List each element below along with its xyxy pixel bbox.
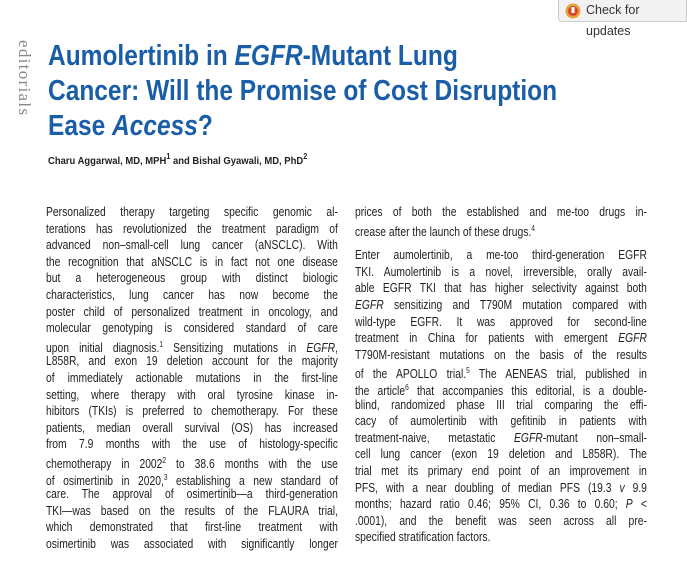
text-run: 2 [303, 152, 308, 161]
text-line: months; hazard ratio 0.46; 95% CI, 0.36 … [355, 496, 647, 513]
text-line: blind, randomized phase III trial compar… [355, 397, 647, 412]
text-run: EGFR [234, 40, 303, 72]
section-label: editorials [15, 40, 34, 117]
text-run: 4 [531, 223, 535, 233]
left-column: Personalized therapy targeting specific … [46, 204, 338, 562]
text-line: able EGFR TKI that has higher selectivit… [355, 281, 647, 296]
text-run: that accompanies this editorial, is a do… [408, 383, 647, 398]
text-line: PFS, with a near doubling of median PFS … [355, 480, 647, 497]
text-line: characteristics, lung cancer has now bec… [46, 287, 338, 302]
text-run: Aumolertinib in [48, 40, 235, 72]
text-line: EGFR sensitizing and T790M mutation comp… [355, 297, 647, 314]
text-line: prices of both the established and me-to… [355, 205, 647, 219]
text-line: TKI—was based on the results of the FLAU… [46, 503, 338, 518]
text-run: 9.9 [624, 480, 647, 495]
text-run: and Bishal Gyawali, MD, PhD [170, 155, 304, 167]
text-run: of the APOLLO trial. [355, 367, 467, 382]
text-line: of osimertinib in 2020,3 establishing a … [46, 470, 338, 488]
text-run: PFS, with a near doubling of median PFS … [355, 480, 620, 495]
check-updates-button[interactable]: Check for updates [558, 0, 687, 38]
text-run: -Mutant Lung [302, 40, 458, 72]
text-run: Access [112, 110, 198, 142]
text-line: crease after the launch of these drugs.4 [355, 221, 647, 239]
authors: Charu Aggarwal, MD, MPH1 and Bishal Gyaw… [48, 152, 307, 167]
text-run: ? [197, 110, 213, 142]
text-run: The AENEAS trial, published in [469, 367, 647, 382]
text-run: v [619, 480, 625, 495]
text-run: EGFR [306, 340, 336, 355]
text-line: cacy of aumolertinib with gefitinib in p… [355, 414, 647, 429]
text-line: Enter aumolertinib, a me-too third-gener… [355, 248, 647, 263]
text-line: patients, median overall survival (OS) h… [46, 420, 338, 435]
text-line: osimertinib was associated with signific… [46, 536, 338, 551]
text-line: TKI. Aumolertinib is a novel, irreversib… [355, 264, 647, 279]
right-column: prices of both the established and me-to… [355, 204, 647, 556]
text-run: EGFR [514, 430, 543, 445]
text-line: terations has revolutionized the treatme… [46, 221, 338, 236]
text-run: EGFR [618, 331, 647, 346]
text-line: the recognition that aNSCLC is in fact n… [46, 254, 338, 269]
text-run: Sensitizing mutations in [162, 340, 307, 355]
text-line: but a heterogeneous group with distinct … [46, 271, 338, 286]
text-line: advanced non–small-cell lung cancer (aNS… [46, 238, 338, 253]
update-icon [565, 3, 581, 19]
text-line: hibitors (TKIs) is preferred to chemothe… [46, 404, 338, 419]
text-line: care. The approval of osimertinib—a thir… [46, 487, 338, 502]
article-title: Aumolertinib in EGFR-Mutant Lung Cancer: … [48, 39, 650, 144]
paragraph: Enter aumolertinib, a me-too third-gener… [355, 247, 647, 546]
text-run: chemotherapy in 2002 [46, 456, 163, 471]
text-line: of immediately actionable mutations in t… [46, 370, 338, 385]
text-line: treatment in China for patients with eme… [355, 330, 647, 347]
text-line: which demonstrated that first-line treat… [46, 520, 338, 535]
text-run: 1 [159, 339, 163, 349]
text-run: months; hazard ratio 0.46; 95% CI, 0.36 … [355, 497, 626, 512]
text-run: sensitizing and T790M mutation compared … [383, 297, 647, 312]
text-run: EGFR [355, 297, 384, 312]
paragraph: Personalized therapy targeting specific … [46, 204, 338, 552]
text-line: trial met its primary end point of an im… [355, 463, 647, 478]
text-line: T790M-resistant mutations on the basis o… [355, 347, 647, 362]
text-line: from 7.9 months with the use of histolog… [46, 437, 338, 452]
text-run: crease after the launch of these drugs. [355, 224, 532, 239]
title-line: Cancer: Will the Promise of Cost Disrupt… [48, 75, 558, 107]
text-run: 5 [466, 366, 470, 376]
text-run: -mutant non–small- [542, 430, 647, 445]
paragraph: prices of both the established and me-to… [355, 204, 647, 239]
button-label: Check for updates [586, 3, 640, 38]
text-run: of osimertinib in 2020, [46, 473, 164, 488]
text-run: to 38.6 months with the use [166, 456, 338, 471]
text-line: cell lung cancer (exon 19 deletion and L… [355, 447, 647, 462]
title-line: Aumolertinib in EGFR-Mutant Lung [48, 39, 650, 74]
text-run: the article [355, 383, 406, 398]
text-line: upon initial diagnosis.1 Sensitizing mut… [46, 337, 338, 355]
text-line: poster child of personalized treatment i… [46, 304, 338, 319]
text-line: .0001), and the benefit was seen across … [355, 513, 647, 528]
text-run: upon initial diagnosis. [46, 340, 160, 355]
text-run: , [335, 340, 338, 355]
text-run: P [625, 497, 633, 512]
text-line: setting, where therapy with oral tyrosin… [46, 387, 338, 402]
text-run: 2 [162, 455, 167, 465]
text-run: < [632, 497, 647, 512]
text-line: wild-type EGFR. It was approved for seco… [355, 314, 647, 329]
text-run: establishing a new standard of [167, 473, 338, 488]
text-run: treatment in China for patients with eme… [355, 331, 619, 346]
text-line: L858R, and exon 19 deletion account for … [46, 354, 338, 369]
text-line: the article6 that accompanies this edito… [355, 380, 647, 398]
text-line: specified stratification factors. [355, 530, 491, 545]
text-run: Charu Aggarwal, MD, MPH [48, 155, 167, 167]
text-run: 3 [163, 472, 168, 482]
text-line: of the APOLLO trial.5 The AENEAS trial, … [355, 363, 647, 382]
text-run: Ease [48, 110, 113, 142]
text-line: Personalized therapy targeting specific … [46, 205, 338, 219]
text-run: treatment-naive, metastatic [355, 430, 515, 445]
title-line: Ease Access? [48, 109, 650, 144]
text-run: 6 [405, 382, 409, 392]
text-line: chemotherapy in 20022 to 38.6 months wit… [46, 453, 338, 471]
text-line: molecular genotyping is considered stand… [46, 321, 338, 336]
text-line: treatment-naive, metastatic EGFR-mutant … [355, 430, 647, 447]
text-run: 1 [166, 152, 171, 161]
